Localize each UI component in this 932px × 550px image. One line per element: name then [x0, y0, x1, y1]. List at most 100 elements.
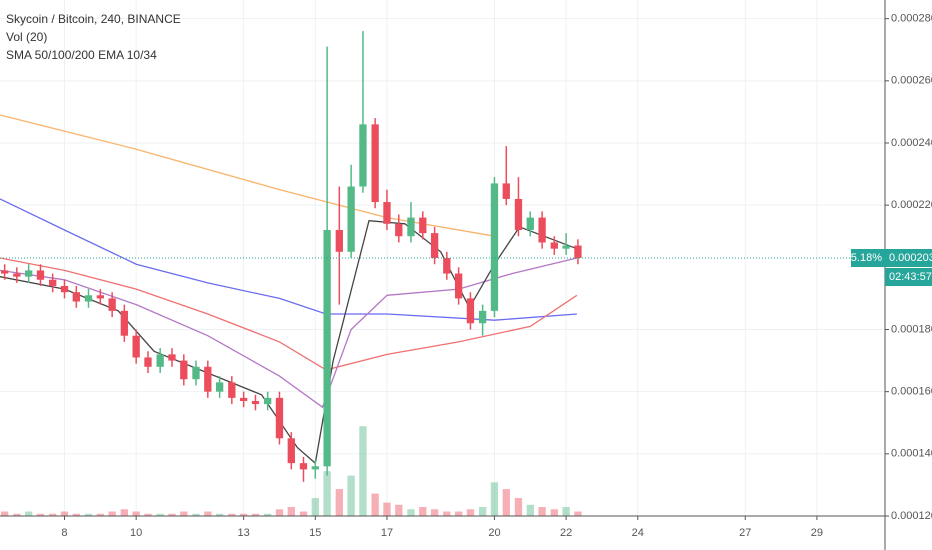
candle-body — [36, 270, 45, 280]
volume-bar — [25, 511, 33, 516]
volume-bar — [430, 509, 439, 516]
candle-body — [443, 258, 451, 274]
volume-bar — [228, 513, 236, 516]
volume-bar — [335, 489, 343, 516]
x-tick-label: 22 — [560, 527, 572, 539]
volume-bar — [419, 507, 427, 516]
volume-bar — [287, 507, 295, 516]
candle-body — [1, 270, 9, 274]
candle-body — [299, 463, 308, 470]
candle-body — [466, 298, 475, 324]
volume-bar — [36, 513, 45, 516]
volume-bar — [120, 509, 128, 516]
volume-bar — [454, 511, 463, 516]
candle-body — [120, 310, 128, 336]
volume-bar — [84, 513, 93, 516]
candle-body — [239, 397, 248, 401]
volume-bar — [395, 504, 403, 516]
candle-body — [407, 217, 415, 237]
volume-bar — [96, 513, 104, 516]
candle-body — [144, 357, 152, 367]
volume-bar — [299, 511, 308, 516]
y-tick-label: 0.000280 — [891, 13, 932, 25]
volume-bar — [275, 509, 284, 516]
candle-body — [478, 310, 487, 324]
x-tick-label: 24 — [632, 527, 644, 539]
volume-bar — [371, 493, 379, 516]
volume-bar — [574, 511, 582, 516]
volume-bar — [180, 511, 188, 516]
volume-bar — [144, 513, 152, 516]
candle-body — [228, 382, 236, 398]
candle-body — [419, 217, 427, 234]
volume-bar — [49, 513, 57, 516]
candle-body — [275, 397, 284, 439]
x-tick-label: 13 — [238, 527, 250, 539]
candle-body — [84, 295, 93, 302]
last-price-box — [885, 249, 932, 267]
candle-body — [514, 198, 523, 231]
candle-body — [383, 202, 391, 224]
candle-body — [311, 466, 319, 470]
candle-body — [204, 366, 212, 392]
last-price-label: 0.000203 — [889, 252, 932, 264]
volume-bar — [478, 507, 487, 516]
ma-line — [0, 257, 578, 371]
x-tick-label: 8 — [61, 527, 67, 539]
candle-body — [192, 366, 200, 380]
volume-bar — [239, 513, 248, 516]
volume-bar — [526, 504, 534, 516]
volume-bar — [502, 489, 510, 516]
candle-body — [132, 335, 140, 358]
x-tick-label: 27 — [739, 527, 751, 539]
volume-bar — [168, 513, 176, 516]
candle-body — [60, 285, 69, 293]
candle-body — [72, 292, 80, 302]
candle-body — [251, 400, 260, 405]
countdown-box — [885, 268, 932, 286]
candle-body — [395, 223, 403, 237]
change-label: 5.18% — [851, 252, 882, 264]
volume-label: Vol (20) — [6, 30, 47, 44]
volume-bar — [108, 511, 116, 516]
candles — [1, 31, 582, 482]
candle-body — [25, 270, 33, 277]
countdown-label: 02:43:57 — [889, 271, 932, 283]
candle-body — [430, 233, 439, 258]
volume-bar — [514, 498, 523, 516]
candle-body — [96, 295, 104, 299]
x-tick-label: 10 — [130, 527, 142, 539]
volume-bar — [60, 511, 69, 516]
volume-bar — [383, 502, 391, 516]
chart-title: Skycoin / Bitcoin, 240, BINANCE — [6, 12, 181, 26]
volume-bar — [550, 509, 558, 516]
change-box — [851, 249, 885, 267]
volume-bar — [251, 513, 260, 516]
volume-bar — [204, 511, 212, 516]
ma-label: SMA 50/100/200 EMA 10/34 — [6, 48, 157, 62]
volume-bar — [215, 513, 224, 516]
candle-body — [156, 354, 164, 367]
volume-bar — [490, 482, 499, 516]
volume-bar — [1, 511, 9, 516]
volume-bar — [443, 511, 451, 516]
candle-body — [490, 183, 499, 311]
candle-body — [526, 217, 534, 231]
candle-body — [359, 124, 367, 187]
volume-bar — [72, 513, 80, 516]
candle-body — [538, 217, 546, 243]
candle-body — [108, 298, 116, 311]
x-tick-label: 17 — [381, 527, 393, 539]
candle-body — [323, 230, 331, 467]
x-tick-label: 15 — [309, 527, 321, 539]
candle-body — [215, 382, 224, 392]
